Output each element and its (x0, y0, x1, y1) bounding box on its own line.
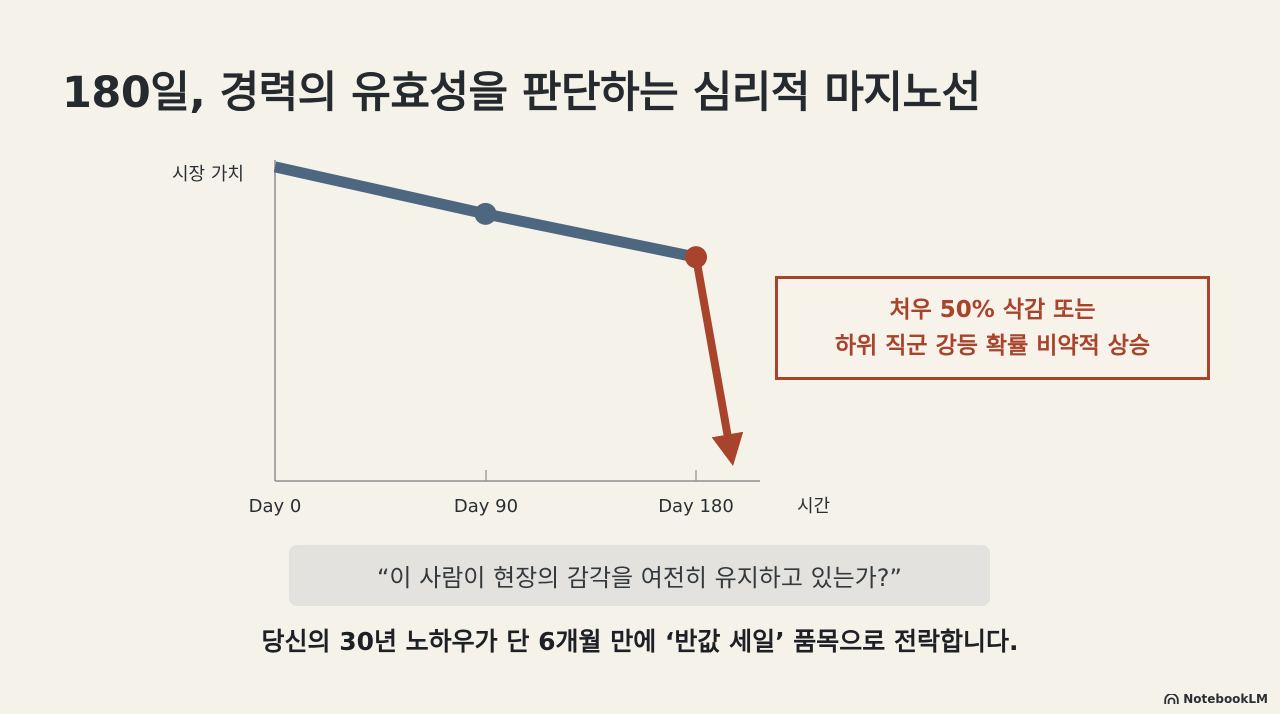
watermark-label: NotebookLM (1183, 692, 1268, 706)
callout-line-2: 하위 직군 강등 확률 비약적 상승 (834, 333, 1151, 359)
risk-callout-box: 처우 50% 삭감 또는 하위 직군 강등 확률 비약적 상승 (775, 276, 1210, 380)
footer-statement: 당신의 30년 노하우가 단 6개월 만에 ‘반값 세일’ 품목으로 전락합니다… (261, 627, 1019, 656)
y-axis-label: 시장 가치 (172, 164, 244, 185)
notebooklm-watermark: NotebookLM (1164, 692, 1268, 706)
chart-marks (273, 161, 744, 467)
data-point-day-90 (474, 202, 497, 225)
drop-arrow (692, 256, 744, 467)
quote-box: “이 사람이 현장의 감각을 여전히 유지하고 있는가?” (289, 545, 990, 606)
callout-line-1: 처우 50% 삭감 또는 (889, 297, 1096, 323)
notebooklm-logo-icon (1164, 693, 1179, 704)
tick-marks (485, 470, 697, 481)
x-tick-label-day-0: Day 0 (249, 496, 302, 517)
x-tick-label-day-90: Day 90 (454, 496, 518, 517)
page-title: 180일, 경력의 유효성을 판단하는 심리적 마지노선 (62, 68, 981, 118)
data-point-day-180 (685, 246, 707, 269)
x-axis-label: 시간 (797, 496, 830, 517)
x-tick-label-day-180: Day 180 (658, 496, 734, 517)
